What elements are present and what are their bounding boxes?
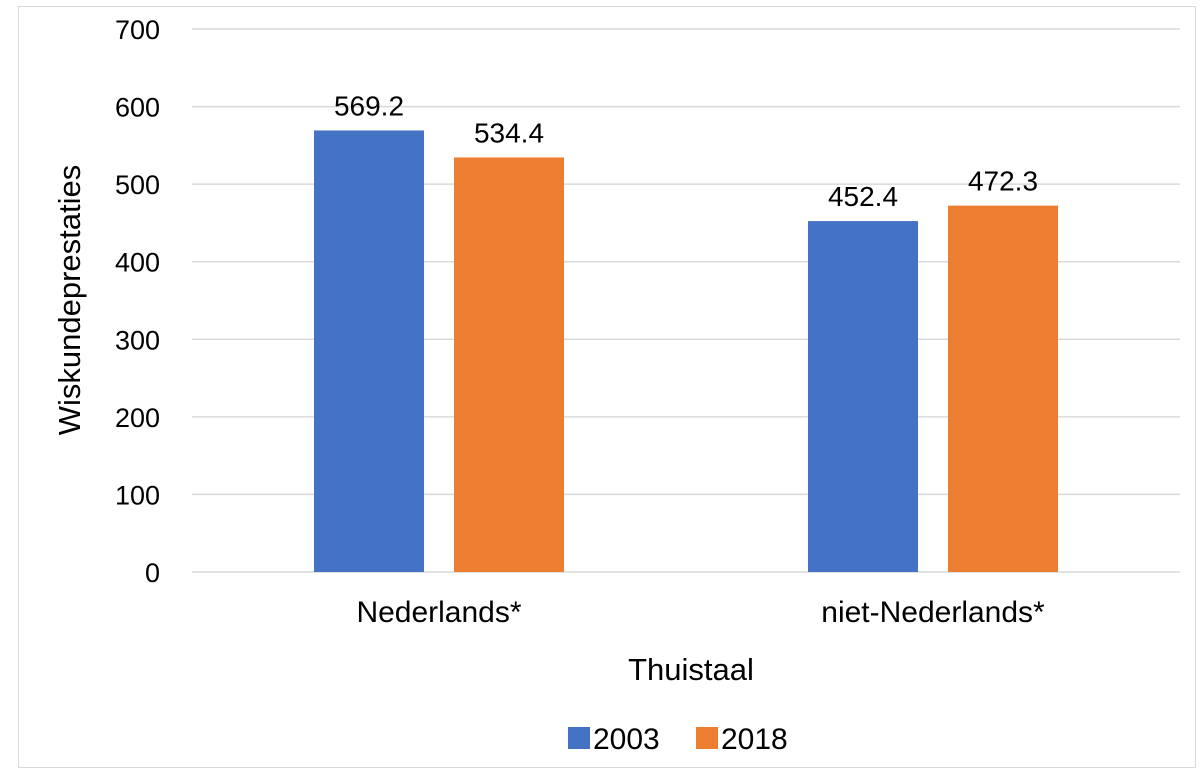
bar-2018-niet-nederlands <box>948 205 1058 573</box>
y-tick-label: 500 <box>115 170 160 200</box>
bar-2003-nederlands <box>314 130 424 572</box>
y-tick-label: 400 <box>115 248 160 278</box>
x-category-label: niet-Nederlands* <box>821 596 1045 629</box>
y-tick-label: 100 <box>115 480 160 510</box>
y-tick-label: 200 <box>115 403 160 433</box>
x-axis-categories: Nederlands* niet-Nederlands* <box>356 596 1045 629</box>
legend-label: 2003 <box>593 723 660 756</box>
y-axis-ticks: 0 100 200 300 400 500 600 700 <box>115 15 160 588</box>
legend-label: 2018 <box>721 723 788 756</box>
data-label: 472.3 <box>968 166 1038 197</box>
bar-2018-nederlands <box>454 157 564 572</box>
y-tick-label: 700 <box>115 15 160 45</box>
y-tick-label: 600 <box>115 93 160 123</box>
data-label: 534.4 <box>474 117 544 148</box>
data-labels: 569.2 534.4 452.4 472.3 <box>334 90 1038 212</box>
x-category-label: Nederlands* <box>356 596 521 629</box>
legend: 2003 2018 <box>568 723 788 756</box>
y-tick-label: 0 <box>145 558 160 588</box>
y-tick-label: 300 <box>115 325 160 355</box>
chart-frame <box>18 6 1196 768</box>
x-axis-title: Thuistaal <box>628 652 754 687</box>
bars <box>314 130 1058 573</box>
y-axis-title: Wiskundeprestaties <box>52 165 87 436</box>
legend-swatch-2003 <box>568 727 590 749</box>
data-label: 452.4 <box>828 181 898 212</box>
data-label: 569.2 <box>334 90 404 121</box>
legend-swatch-2018 <box>696 727 718 749</box>
bar-2003-niet-nederlands <box>808 221 918 572</box>
